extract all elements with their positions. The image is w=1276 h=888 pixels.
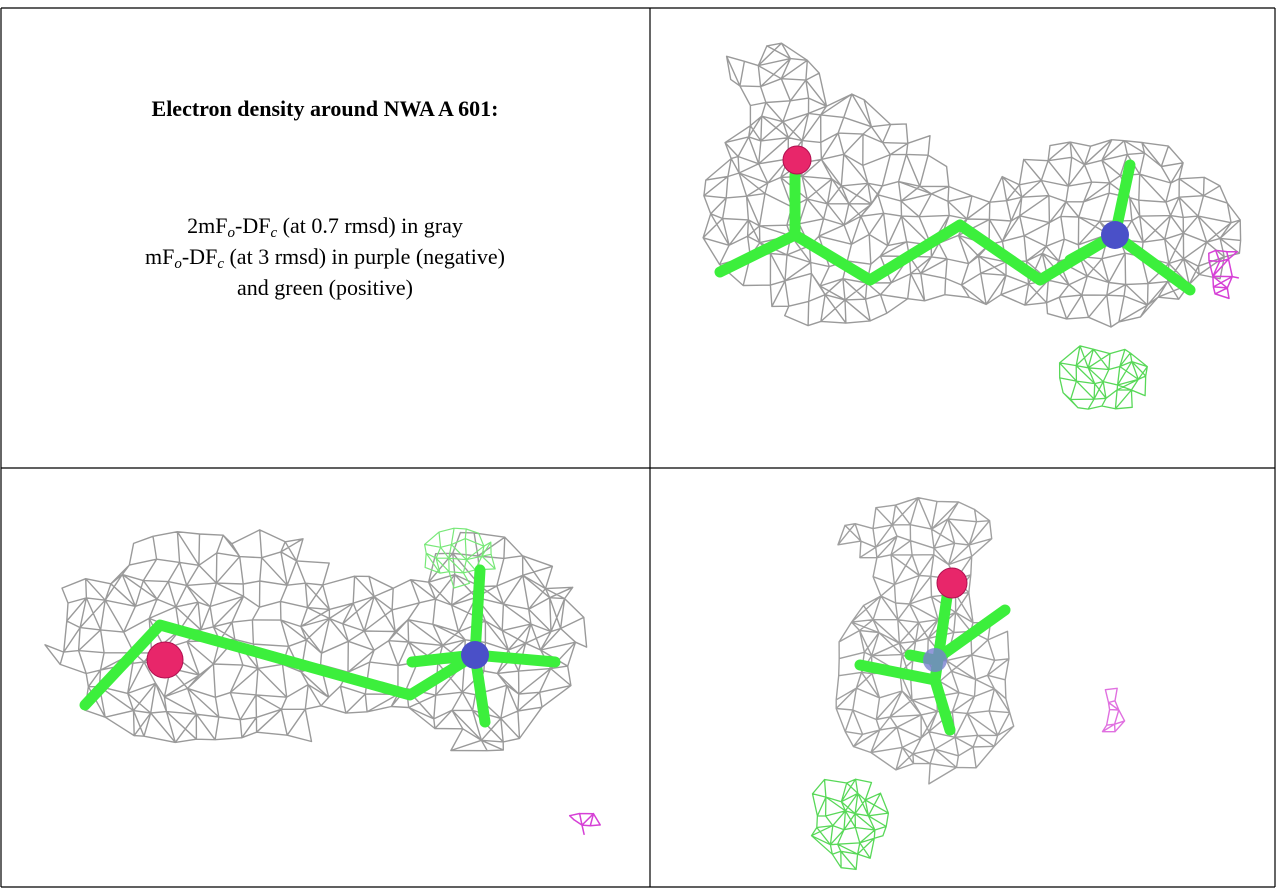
mesh — [44, 529, 588, 752]
mesh — [424, 527, 496, 589]
mesh-lines — [1208, 249, 1240, 300]
bond — [469, 564, 486, 661]
nitrogen-atom — [923, 648, 947, 672]
bond — [79, 619, 481, 711]
caption-title: Electron density around NWA A 601: — [151, 96, 499, 121]
density-renderings — [44, 42, 1242, 871]
mesh — [810, 778, 890, 871]
table-borders — [0, 7, 1276, 888]
mesh-lines — [702, 42, 1242, 328]
caption-line: 2mFo-DFc (at 0.7 rmsd) in gray — [0, 210, 650, 241]
nitrogen-atom — [1101, 221, 1129, 249]
subscript: c — [270, 225, 278, 241]
mesh-lines — [424, 527, 496, 589]
bond — [789, 219, 1121, 286]
text: 2mF — [187, 213, 228, 238]
subscript: o — [227, 225, 236, 241]
text: mF — [145, 244, 175, 269]
caption-lines: 2mFo-DFc (at 0.7 rmsd) in gray mFo-DFc (… — [0, 210, 650, 303]
mesh — [835, 497, 1015, 785]
nitrogen-atom — [461, 641, 489, 669]
stick-model — [714, 159, 1196, 296]
mesh — [1208, 249, 1240, 300]
mesh — [1058, 345, 1148, 410]
text: (at 3 rmsd) in purple (negative) — [223, 244, 505, 269]
bond — [1109, 229, 1196, 296]
mesh — [702, 42, 1242, 328]
mesh-lines — [44, 529, 588, 752]
caption-line: mFo-DFc (at 3 rmsd) in purple (negative) — [0, 241, 650, 272]
mesh-lines — [810, 778, 890, 871]
text: -DF — [181, 244, 218, 269]
bond — [929, 604, 1011, 666]
mesh-lines — [835, 497, 1015, 785]
oxygen-atom — [782, 145, 812, 175]
mesh-lines — [1058, 345, 1148, 410]
mesh — [1101, 687, 1126, 733]
bond — [854, 659, 941, 686]
mesh — [568, 812, 601, 836]
text: -DF — [235, 213, 271, 238]
mesh-lines — [1101, 687, 1126, 733]
text: (at 0.7 rmsd) in gray — [277, 213, 463, 238]
mesh-lines — [568, 812, 601, 836]
subscript: o — [174, 256, 182, 272]
caption-cell: Electron density around NWA A 601: 2mFo-… — [0, 8, 650, 468]
caption-line: and green (positive) — [237, 275, 413, 300]
subscript: c — [217, 256, 224, 272]
oxygen-atom — [936, 567, 968, 599]
oxygen-atom — [146, 641, 184, 679]
